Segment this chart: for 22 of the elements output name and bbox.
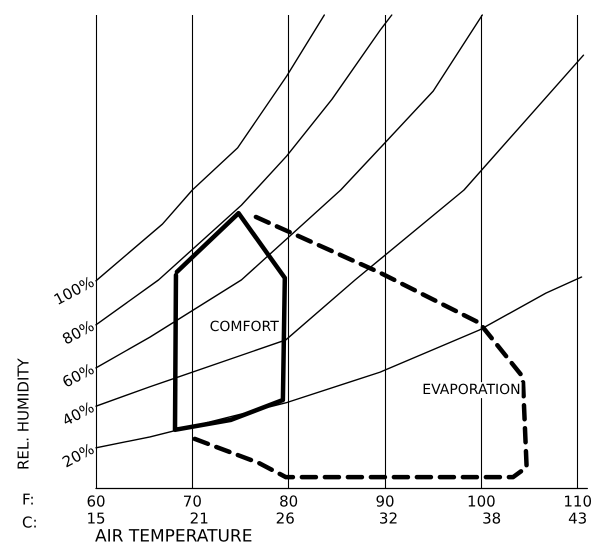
text: 40%	[59, 398, 98, 430]
series-label: COMFORT	[210, 318, 280, 335]
x2-tick-label: 26	[276, 510, 295, 528]
x2-tick-label: 15	[86, 510, 106, 528]
x2-tick-label: 21	[190, 510, 209, 528]
text: 20%	[59, 440, 98, 472]
text: 60%	[59, 360, 98, 392]
text: C:	[22, 514, 38, 532]
x2-tick-label: 38	[482, 510, 502, 528]
x-axis-title: AIR TEMPERATURE	[95, 526, 252, 546]
x2-tick-label: 43	[568, 510, 588, 528]
x-tick-label: 80	[279, 492, 298, 510]
y-axis-title: REL. HUMIDITY	[14, 357, 32, 470]
series-label: EVAPORATION	[422, 382, 521, 398]
x-tick-label: 100	[467, 492, 496, 510]
x-tick-label: 70	[182, 492, 202, 510]
x-tick-label: 60	[86, 492, 106, 510]
x2-tick-label: 32	[378, 510, 398, 528]
x-tick-label: 110	[563, 492, 592, 510]
text: F:	[22, 490, 35, 508]
x-tick-label: 90	[375, 492, 395, 510]
text: 80%	[59, 316, 98, 348]
